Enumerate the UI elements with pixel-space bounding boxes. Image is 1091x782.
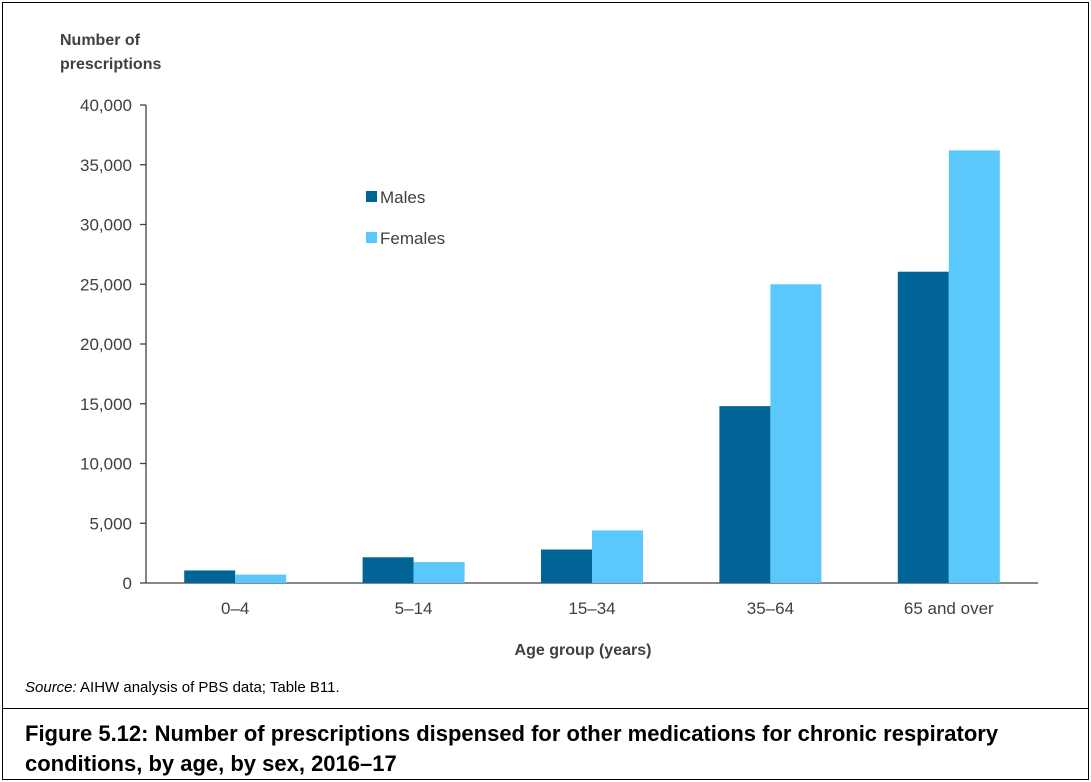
y-tick-label: 30,000	[80, 216, 132, 235]
bar-males	[897, 271, 949, 583]
y-tick-label: 0	[123, 574, 132, 593]
bar-chart: Number of prescriptions 0 5,000 10,000 15,00…	[60, 32, 1038, 659]
x-axis-title: Age group (years)	[515, 642, 652, 659]
y-tick-label: 40,000	[80, 96, 132, 115]
bars	[184, 150, 1000, 583]
x-tick-label: 0–4	[221, 599, 249, 618]
legend-label: Females	[380, 229, 445, 248]
legend-label: Males	[380, 188, 425, 207]
legend-swatch	[366, 232, 377, 243]
bar-females	[592, 530, 643, 583]
legend-swatch	[366, 191, 377, 202]
y-tick-label: 20,000	[80, 335, 132, 354]
bar-females	[770, 284, 822, 583]
y-tick-label: 10,000	[80, 455, 132, 474]
bar-females	[235, 574, 287, 583]
y-tick-label: 25,000	[80, 275, 132, 294]
legend: Males Females	[366, 188, 445, 248]
chart-area: Number of prescriptions 0 5,000 10,000 15,00…	[3, 3, 1090, 683]
y-tick-label: 35,000	[80, 156, 132, 175]
bar-males	[541, 549, 592, 583]
source-label: Source:	[25, 679, 77, 696]
y-axis-title-line: prescriptions	[60, 56, 161, 73]
y-tick-label: 15,000	[80, 395, 132, 414]
x-tick-label: 65 and over	[904, 599, 994, 618]
y-axis-title: Number of prescriptions	[60, 32, 161, 73]
x-tick-label: 35–64	[747, 599, 794, 618]
bar-males	[719, 406, 771, 583]
x-axis: 0–4 5–14 15–34 35–64 65 and over	[146, 582, 1038, 618]
y-axis: 0 5,000 10,000 15,000 20,000 25,000 30,000 35,0…	[80, 96, 147, 593]
y-tick-label: 5,000	[89, 514, 132, 533]
bar-females	[948, 150, 1000, 583]
x-tick-label: 15–34	[568, 599, 615, 618]
source-text: AIHW analysis of PBS data; Table B11.	[76, 679, 340, 696]
figure-caption: Figure 5.12: Number of prescriptions dis…	[25, 721, 999, 776]
y-axis-title-line: Number of	[60, 32, 141, 49]
bar-males	[362, 557, 414, 583]
bar-females	[413, 562, 465, 583]
caption-divider	[3, 708, 1088, 709]
x-tick-label: 5–14	[395, 599, 433, 618]
bar-males	[184, 570, 236, 583]
source-note: Source: AIHW analysis of PBS data; Table…	[25, 679, 340, 696]
